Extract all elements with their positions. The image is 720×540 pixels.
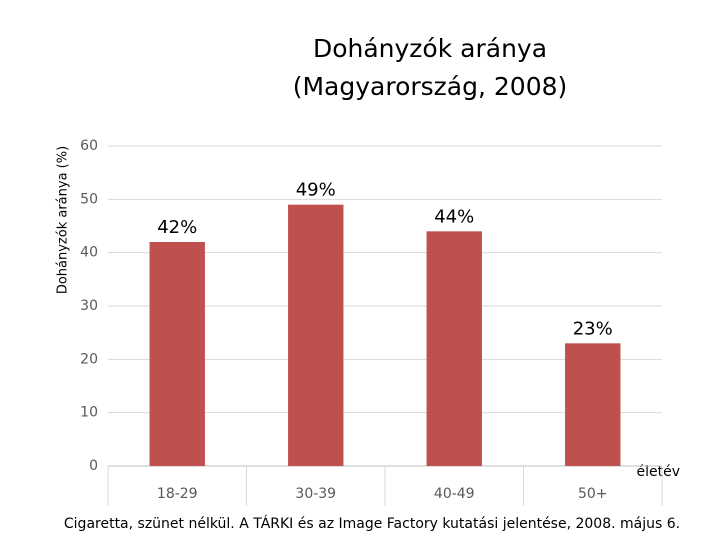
bar — [565, 343, 621, 466]
x-axis-label: életév — [636, 464, 680, 480]
y-tick-label: 40 — [80, 245, 98, 261]
footnote: Cigaretta, szünet nélkül. A TÁRKI és az … — [64, 515, 680, 532]
value-label: 23% — [573, 318, 613, 339]
x-tick-label: 30-39 — [295, 486, 336, 502]
chart-title: (Magyarország, 2008) — [293, 72, 568, 101]
y-axis-label: Dohányzók aránya (%) — [56, 146, 71, 294]
chart-title: Dohányzók aránya — [313, 34, 547, 63]
bar — [288, 204, 344, 466]
x-tick-label: 18-29 — [157, 486, 198, 502]
y-tick-label: 0 — [89, 458, 98, 474]
x-tick-label: 50+ — [578, 486, 608, 502]
bar — [149, 242, 205, 466]
bar — [426, 231, 482, 466]
y-tick-label: 10 — [80, 405, 98, 421]
y-tick-label: 30 — [80, 298, 98, 314]
value-label: 49% — [296, 180, 336, 201]
y-tick-label: 50 — [80, 191, 98, 207]
y-tick-label: 20 — [80, 351, 98, 367]
value-label: 42% — [157, 217, 197, 238]
value-label: 44% — [434, 206, 474, 227]
y-tick-label: 60 — [80, 138, 98, 154]
x-tick-label: 40-49 — [434, 486, 475, 502]
